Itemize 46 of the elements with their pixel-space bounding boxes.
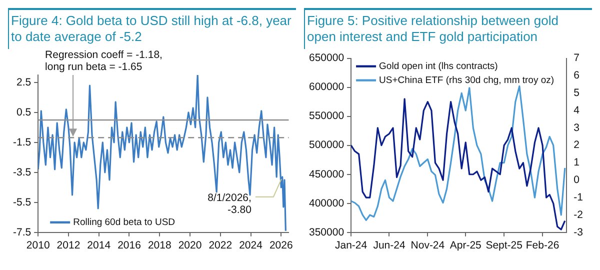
y-tick-label: -3.5 — [13, 166, 32, 178]
y-tick-label: 600000 — [308, 81, 344, 94]
annotation: Regression coeff = -1.18, long run beta = -1.65 — [45, 49, 162, 74]
y2-tick-label: 0 — [574, 174, 580, 186]
x-tick-label: 2010 — [26, 240, 50, 252]
y-tick-label: 0.5 — [16, 106, 32, 118]
y2-tick-label: 3 — [574, 122, 580, 134]
legend-label: US+China ETF (rhs 30d chg, mm troy oz) — [379, 74, 554, 86]
x-tick-label: 2022 — [208, 240, 232, 252]
x-tick-label: 2012 — [56, 240, 80, 252]
x-tick-label: 2020 — [178, 240, 202, 252]
y2-tick-label: 5 — [574, 87, 580, 100]
annotation: 8/1/2026, -3.80 — [208, 192, 252, 216]
y2-tick-label: -2 — [574, 208, 584, 221]
y-tick-label: 550000 — [308, 110, 344, 122]
chart-title: Figure 5: Positive relationship between gold open interest and ETF gold participation — [304, 10, 592, 49]
y-tick-label: 2.5 — [16, 76, 32, 88]
y-tick-label: 350000 — [308, 226, 344, 238]
y-tick-label: 400000 — [308, 197, 344, 210]
y-tick-label: 650000 — [308, 52, 344, 64]
x-tick-label: Apr-25 — [450, 240, 482, 252]
x-tick-label: 2014 — [87, 240, 111, 252]
y2-tick-label: 4 — [574, 104, 580, 116]
x-tick-label: Jun-24 — [373, 240, 406, 252]
y2-tick-label: -1 — [574, 191, 584, 204]
y2-tick-label: 2 — [574, 139, 580, 152]
x-tick-label: Sept-25 — [486, 240, 523, 252]
x-tick-label: Nov-24 — [410, 240, 445, 252]
y-tick-label: -5.5 — [13, 196, 32, 208]
y-tick-label: -7.5 — [13, 226, 32, 238]
y-tick-label: -1.5 — [13, 136, 32, 148]
x-tick-label: 2018 — [148, 240, 172, 252]
y-tick-label: 450000 — [308, 168, 344, 180]
chart-title: Figure 4: Gold beta to USD still high at -6.8, year to date average of -5.2 — [8, 10, 296, 49]
x-tick-label: Feb-26 — [526, 240, 560, 252]
y2-tick-label: 1 — [574, 156, 580, 169]
y2-tick-label: 6 — [574, 70, 580, 82]
y2-tick-label: -3 — [574, 226, 584, 238]
x-tick-label: Jan-24 — [334, 240, 368, 252]
x-tick-label: 2024 — [239, 240, 263, 252]
x-tick-label: 2026 — [269, 240, 293, 252]
legend-label: Rolling 60d beta to USD — [73, 217, 176, 228]
x-tick-label: 2016 — [118, 240, 142, 252]
y2-tick-label: 7 — [574, 52, 580, 64]
legend-label: Gold open int (lhs contracts) — [379, 60, 498, 72]
y-tick-label: 500000 — [308, 139, 344, 152]
